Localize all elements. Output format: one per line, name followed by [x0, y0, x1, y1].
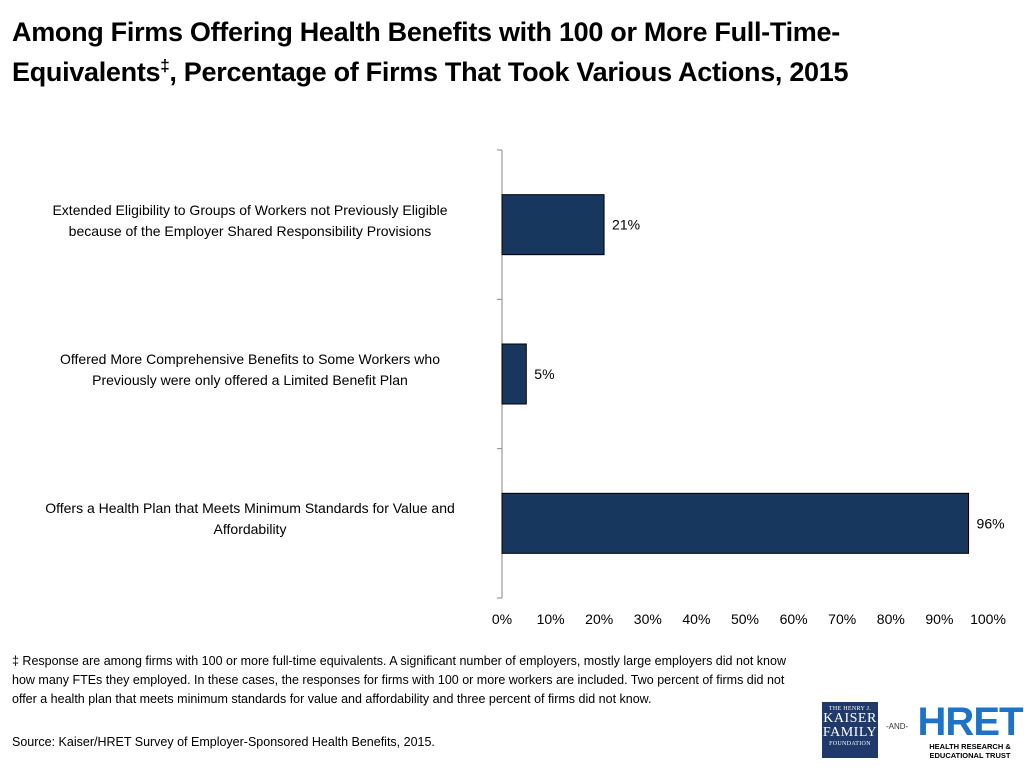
- bar: [501, 194, 605, 256]
- category-label: Extended Eligibility to Groups of Worker…: [10, 200, 490, 242]
- x-tick-label: 10%: [537, 611, 565, 627]
- category-label: Offered More Comprehensive Benefits to S…: [10, 349, 490, 391]
- hret-logo-word: HRET: [917, 700, 1024, 744]
- bar-layer: [501, 194, 970, 554]
- kff-logo-line1: THE HENRY J.: [828, 706, 872, 712]
- x-tick-label: 20%: [585, 611, 613, 627]
- logo-and-text: -AND-: [886, 722, 909, 731]
- x-tick-label: 0%: [492, 611, 512, 627]
- data-label: 21%: [612, 217, 640, 233]
- source-note: Source: Kaiser/HRET Survey of Employer-S…: [12, 735, 435, 749]
- hret-logo: HRET HEALTH RESEARCH & EDUCATIONAL TRUST: [916, 702, 1024, 762]
- title-line2-post: , Percentage of Firms That Took Various …: [169, 57, 849, 87]
- label-layer: 0% 10% 20% 30% 40% 50% 60% 70% 80% 90% 100% 21% 5% 96…: [492, 217, 1006, 627]
- bar-chart: 0% 10% 20% 30% 40% 50% 60% 70% 80% 90% 100% 21% 5% 96…: [492, 149, 1006, 627]
- axis-layer: [497, 149, 503, 599]
- footnote-text: Response are among firms with 100 or mor…: [12, 654, 786, 706]
- chart-title: Among Firms Offering Health Benefits wit…: [12, 12, 1002, 92]
- category-label-line: Previously were only offered a Limited B…: [92, 372, 408, 388]
- kff-logo-line4: FOUNDATION: [829, 741, 871, 747]
- x-tick-label: 60%: [780, 611, 808, 627]
- x-tick-label: 50%: [731, 611, 759, 627]
- category-label-line: Offered More Comprehensive Benefits to S…: [60, 351, 440, 367]
- footnote: ‡ Response are among firms with 100 or m…: [12, 652, 802, 709]
- title-line2-pre: Equivalents: [12, 57, 161, 87]
- category-label-line: because of the Employer Shared Responsib…: [68, 222, 432, 239]
- kff-logo-line3: FAMILY: [822, 725, 878, 740]
- x-tick-label: 40%: [682, 611, 710, 627]
- hret-logo-sub2: EDUCATIONAL TRUST: [929, 751, 1011, 760]
- category-label-line: Offers a Health Plan that Meets Minimum …: [45, 500, 455, 517]
- x-tick-label: 90%: [925, 611, 953, 627]
- x-tick-label: 100%: [970, 611, 1006, 627]
- x-tick-label: 80%: [877, 611, 905, 627]
- x-tick-label: 30%: [634, 611, 662, 627]
- title-footnote-mark: ‡: [160, 56, 170, 75]
- hret-logo-sub1: HEALTH RESEARCH &: [929, 742, 1011, 751]
- x-tick-label: 70%: [828, 611, 856, 627]
- kff-logo-line2: KAISER: [823, 711, 877, 726]
- data-label: 5%: [534, 366, 554, 382]
- data-label: 96%: [977, 515, 1005, 531]
- kff-logo: THE HENRY J. KAISER FAMILY FOUNDATION: [822, 702, 878, 758]
- title-line1: Among Firms Offering Health Benefits wit…: [12, 17, 840, 47]
- category-label-line: Extended Eligibility to Groups of Worker…: [52, 201, 448, 218]
- bar: [501, 492, 970, 554]
- bar: [501, 343, 527, 405]
- category-label: Offers a Health Plan that Meets Minimum …: [10, 498, 490, 540]
- category-label-line: Affordability: [213, 521, 287, 538]
- footnote-mark: ‡: [12, 654, 19, 668]
